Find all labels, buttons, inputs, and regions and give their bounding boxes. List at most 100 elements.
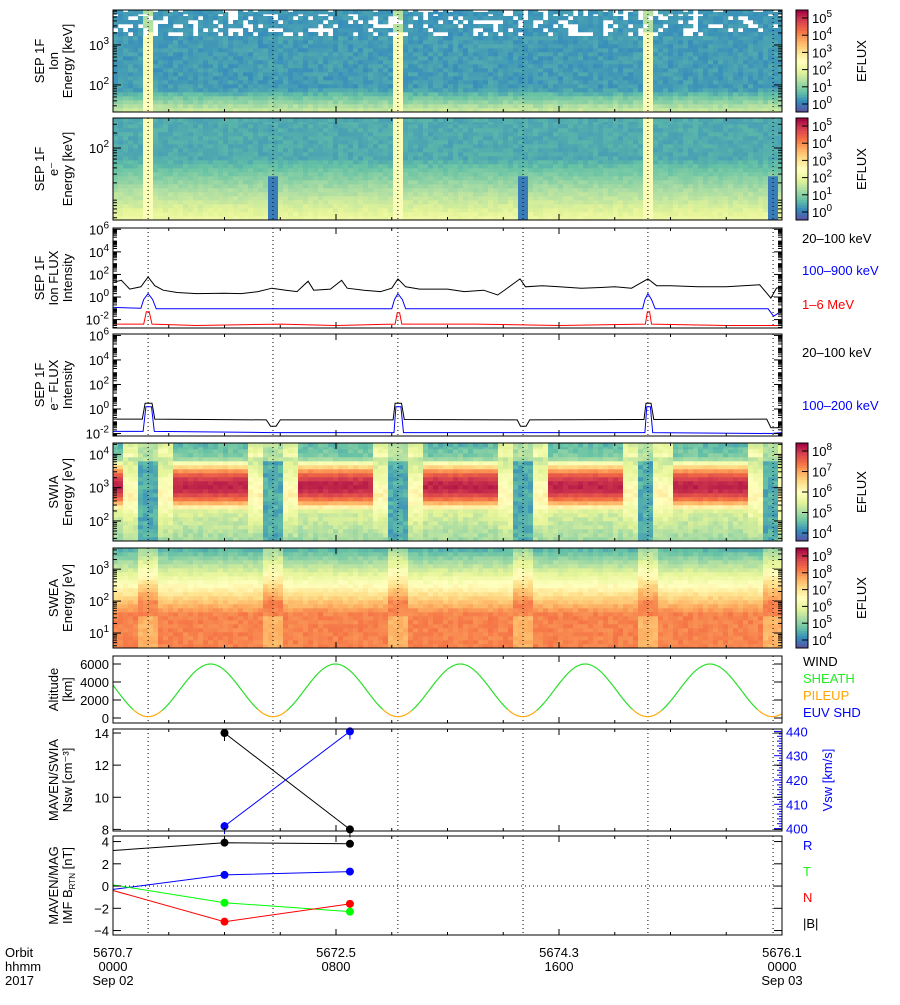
spectrogram-cell (168, 44, 173, 48)
spectrogram-cell (163, 60, 168, 64)
spectrogram-cell (518, 100, 523, 104)
spectrogram-cell (398, 128, 403, 132)
spectrogram-cell (323, 84, 328, 88)
spectrogram-cell (368, 56, 373, 60)
spectrogram-cell (403, 136, 408, 140)
spectrogram-cell (193, 140, 198, 144)
spectrogram-cell (343, 10, 348, 14)
spectrogram-cell (343, 76, 348, 80)
spectrogram-cell (338, 180, 343, 184)
spectrogram-cell (353, 76, 358, 80)
spectrogram-cell (208, 140, 213, 144)
spectrogram-cell (223, 196, 228, 200)
spectrogram-cell (658, 64, 663, 68)
spectrogram-cell (438, 60, 443, 64)
spectrogram-cell (678, 72, 683, 76)
spectrogram-cell (153, 180, 158, 184)
spectrogram-cell (568, 10, 573, 14)
spectrogram-cell (398, 96, 403, 100)
spectrogram-cell (763, 104, 768, 108)
spectrogram-cell (288, 16, 293, 20)
spectrogram-cell (253, 96, 258, 100)
spectrogram-cell (373, 108, 378, 112)
spectrogram-cell (358, 100, 363, 104)
spectrogram-cell (428, 100, 433, 104)
spectrogram-cell (173, 208, 178, 212)
spectrogram-cell (353, 188, 358, 192)
spectrogram-cell (398, 104, 403, 108)
spectrogram-cell (523, 68, 528, 72)
spectrogram-cell (138, 36, 143, 40)
spectrogram-cell (693, 40, 698, 44)
spectrogram-cell (353, 10, 358, 14)
spectrogram-cell (588, 52, 593, 56)
spectrogram-cell (763, 24, 768, 28)
spectrogram-cell (263, 132, 268, 136)
spectrogram-cell (383, 196, 388, 200)
spectrogram-cell (168, 156, 173, 160)
spectrogram-cell (133, 216, 138, 220)
spectrogram-cell (633, 72, 638, 76)
spectrogram-cell (183, 64, 188, 68)
spectrogram-cell (703, 88, 708, 92)
spectrogram-cell (778, 108, 782, 112)
spectrogram-cell (263, 152, 268, 156)
spectrogram-cell (418, 208, 423, 212)
spectrogram-cell (623, 52, 628, 56)
spectrogram-cell (413, 152, 418, 156)
spectrogram-cell (218, 132, 223, 136)
spectrogram-cell (313, 108, 318, 112)
spectrogram-cell (323, 60, 328, 64)
spectrogram-cell (563, 56, 568, 60)
spectrogram-cell (348, 96, 353, 100)
spectrogram-cell (198, 188, 203, 192)
spectrogram-cell (613, 56, 618, 60)
spectrogram-cell (118, 172, 123, 176)
spectrogram-cell (488, 44, 493, 48)
spectrogram-cell (453, 36, 458, 40)
spectrogram-cell (358, 64, 363, 68)
spectrogram-cell (303, 212, 308, 216)
spectrogram-cell (338, 152, 343, 156)
spectrogram-cell (273, 132, 278, 136)
spectrogram-cell (158, 200, 163, 204)
spectrogram-cell (403, 64, 408, 68)
spectrogram-cell (588, 20, 593, 24)
spectrogram-cell (118, 168, 123, 172)
spectrogram-cell (468, 96, 473, 100)
spectrogram-cell (293, 68, 298, 72)
spectrogram-cell (168, 168, 173, 172)
spectrogram-cell (483, 60, 488, 64)
spectrogram-cell (123, 36, 128, 40)
spectrogram-cell (663, 20, 668, 24)
spectrogram-cell (753, 68, 758, 72)
spectrogram-cell (768, 24, 773, 28)
spectrogram-cell (128, 108, 133, 112)
colorbar-tick-label: 102 (812, 61, 832, 78)
spectrogram-cell (213, 56, 218, 60)
spectrogram-cell (173, 216, 178, 220)
spectrogram-cell (488, 56, 493, 60)
spectrogram-cell (238, 180, 243, 184)
spectrogram-cell (443, 76, 448, 80)
spectrogram-cell (328, 100, 333, 104)
spectrogram-cell (133, 160, 138, 164)
spectrogram-cell (488, 72, 493, 76)
spectrogram-cell (148, 84, 153, 88)
spectrogram-cell (648, 100, 653, 104)
spectrogram-cell (478, 108, 483, 112)
spectrogram-cell (518, 88, 523, 92)
spectrogram-cell (278, 176, 283, 180)
spectrogram-cell (178, 100, 183, 104)
spectrogram-cell (358, 152, 363, 156)
spectrogram-cell (368, 52, 373, 56)
spectrogram-cell (383, 172, 388, 176)
spectrogram-cell (203, 148, 208, 152)
spectrogram-cell (153, 176, 158, 180)
spectrogram-cell (413, 128, 418, 132)
spectrogram-cell (543, 20, 548, 24)
spectrogram-cell (728, 20, 733, 24)
spectrogram-cell (198, 172, 203, 176)
spectrogram-cell (323, 216, 328, 220)
spectrogram-cell (353, 160, 358, 164)
